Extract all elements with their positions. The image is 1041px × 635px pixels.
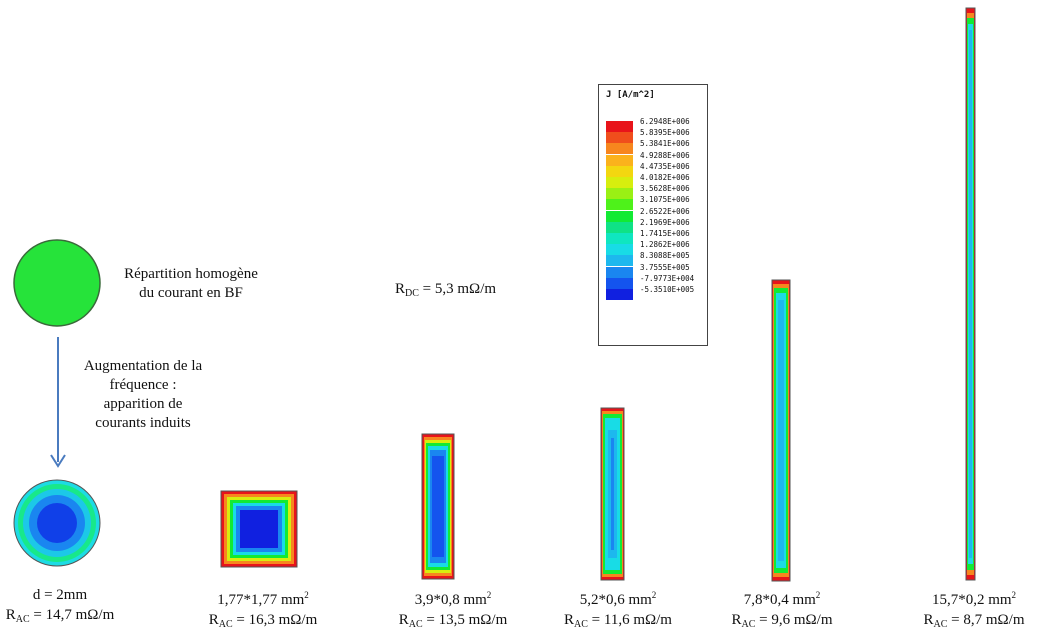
legend-swatch (606, 132, 633, 144)
legend-swatch (606, 188, 633, 200)
legend-level-label: 4.0182E+006 (640, 173, 690, 182)
legend-level-label: 3.5628E+006 (640, 184, 690, 194)
legend-swatch (606, 233, 633, 244)
legend-level-label: 5.8395E+006 (640, 128, 690, 138)
legend-level-label: 8.3088E+005 (640, 251, 690, 261)
legend-swatch (606, 154, 633, 166)
legend-swatch (606, 177, 633, 188)
current-density-legend: J [A/m^2] 6.2948E+006 5.8395E+006 5.3841E+… (598, 84, 708, 346)
legend-title: J [A/m^2] (606, 90, 655, 100)
caption-rect-3-9: 3,9*0,8 mm2 RAC = 13,5 mΩ/m (383, 585, 523, 635)
frequency-line-1: Augmentation de la (83, 358, 203, 374)
legend-swatch (606, 244, 633, 256)
caption-rac: RAC = 16,3 mΩ/m (208, 612, 318, 630)
frequency-line-4: courants induits (95, 415, 191, 431)
legend-level-label: 4.9288E+006 (640, 150, 690, 160)
legend-level-label: -7.9773E+004 (640, 273, 695, 283)
rdc-prefix: R (395, 281, 406, 297)
legend-swatch (606, 289, 633, 300)
legend-swatch (606, 199, 633, 211)
conductor-rect-7-8-figure (771, 279, 791, 582)
caption-rect-7-8: 7,8*0,4 mm2 RAC = 9,6 mΩ/m (712, 585, 852, 635)
legend-level-label: 1.7415E+006 (640, 229, 690, 238)
caption-dims: 3,9*0,8 mm2 (414, 590, 492, 608)
legend-level-label: 6.2948E+006 (640, 117, 690, 126)
legend-swatch (606, 277, 633, 289)
conductor-rect-3-9-figure (421, 433, 455, 580)
frequency-arrow-head (50, 454, 66, 468)
legend-swatch (606, 121, 633, 132)
homogeneous-line-1: Répartition homogène (124, 266, 258, 282)
caption-rac: RAC = 11,6 mΩ/m (564, 612, 672, 630)
legend-level-label: 2.1969E+006 (640, 217, 690, 227)
caption-dims: 5,2*0,6 mm2 (579, 590, 657, 608)
caption-round: d = 2mm RAC = 14,7 mΩ/m (0, 585, 120, 630)
legend-swatch (606, 266, 633, 278)
rdc-subscript: DC (405, 288, 419, 299)
caption-rect-15-7: 15,7*0,2 mm2 RAC = 8,7 mΩ/m (910, 585, 1038, 635)
legend-level-label: 1.2862E+006 (640, 240, 690, 250)
caption-rac: RAC = 9,6 mΩ/m (731, 612, 833, 630)
rdc-value: = 5,3 mΩ/m (418, 281, 497, 297)
caption-dims: 1,77*1,77 mm2 (217, 590, 309, 608)
legend-level-label: -5.3510E+005 (640, 285, 695, 294)
frequency-line-3: apparition de (103, 396, 183, 412)
homogeneous-line-2: du courant en BF (139, 285, 243, 301)
legend-swatch (606, 210, 633, 222)
caption-rac: RAC = 13,5 mΩ/m (398, 612, 508, 630)
conductor-rect-5-2-figure (600, 407, 625, 581)
legend-level-label: 5.3841E+006 (640, 139, 690, 149)
legend-level-label: 4.4735E+006 (640, 161, 690, 171)
caption-square: 1,77*1,77 mm2 RAC = 16,3 mΩ/m (193, 585, 333, 635)
rdc-label: RDC = 5,3 mΩ/m (395, 280, 496, 303)
legend-swatch (606, 221, 633, 233)
conductor-rect-15-7-figure (965, 7, 976, 581)
frequency-line-2: fréquence : (109, 377, 177, 393)
legend-swatch (606, 255, 633, 267)
caption-dims: 15,7*0,2 mm2 (931, 590, 1017, 608)
frequency-annotation: Augmentation de la fréquence : apparitio… (60, 357, 226, 433)
caption-dims: 7,8*0,4 mm2 (743, 590, 821, 608)
caption-rac: RAC = 8,7 mΩ/m (923, 612, 1025, 630)
legend-level-label: 3.7555E+005 (640, 262, 690, 272)
conductor-square-figure (220, 490, 298, 568)
caption-dims: d = 2mm (32, 587, 88, 603)
legend-swatch (606, 165, 633, 177)
caption-rect-5-2: 5,2*0,6 mm2 RAC = 11,6 mΩ/m (548, 585, 688, 635)
caption-rac: RAC = 14,7 mΩ/m (5, 607, 115, 625)
legend-level-label: 2.6522E+006 (640, 206, 690, 216)
homogeneous-circle (13, 239, 101, 327)
homogeneous-annotation: Répartition homogène du courant en BF (116, 265, 266, 303)
conductor-round-figure (13, 479, 101, 567)
legend-level-label: 3.1075E+006 (640, 195, 690, 205)
legend-swatch (606, 143, 633, 155)
